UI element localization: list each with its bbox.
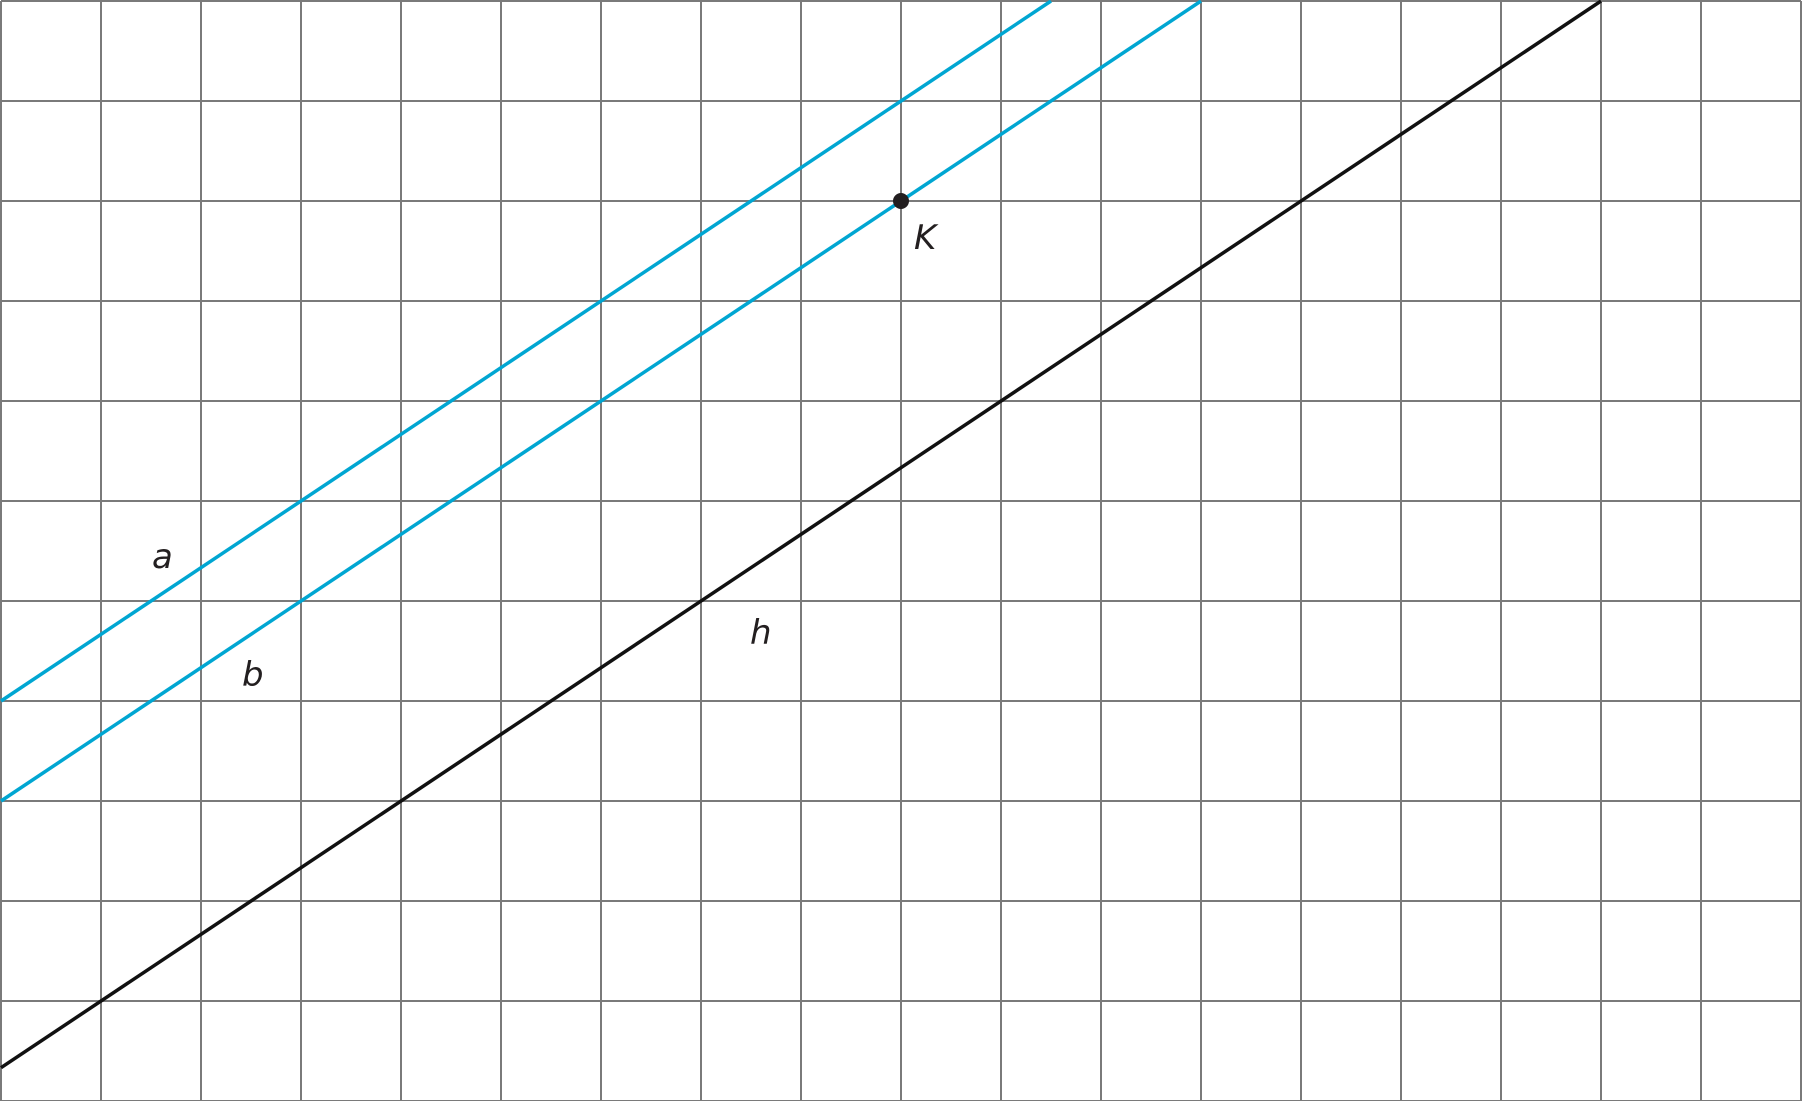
label-h: h [750,613,772,653]
label-b: b [242,655,264,695]
point-k [893,193,909,209]
line-b [0,0,1202,803]
label-k: K [914,218,939,258]
line-h [0,0,1602,1070]
label-a: a [152,537,173,577]
line-a [0,0,1052,703]
